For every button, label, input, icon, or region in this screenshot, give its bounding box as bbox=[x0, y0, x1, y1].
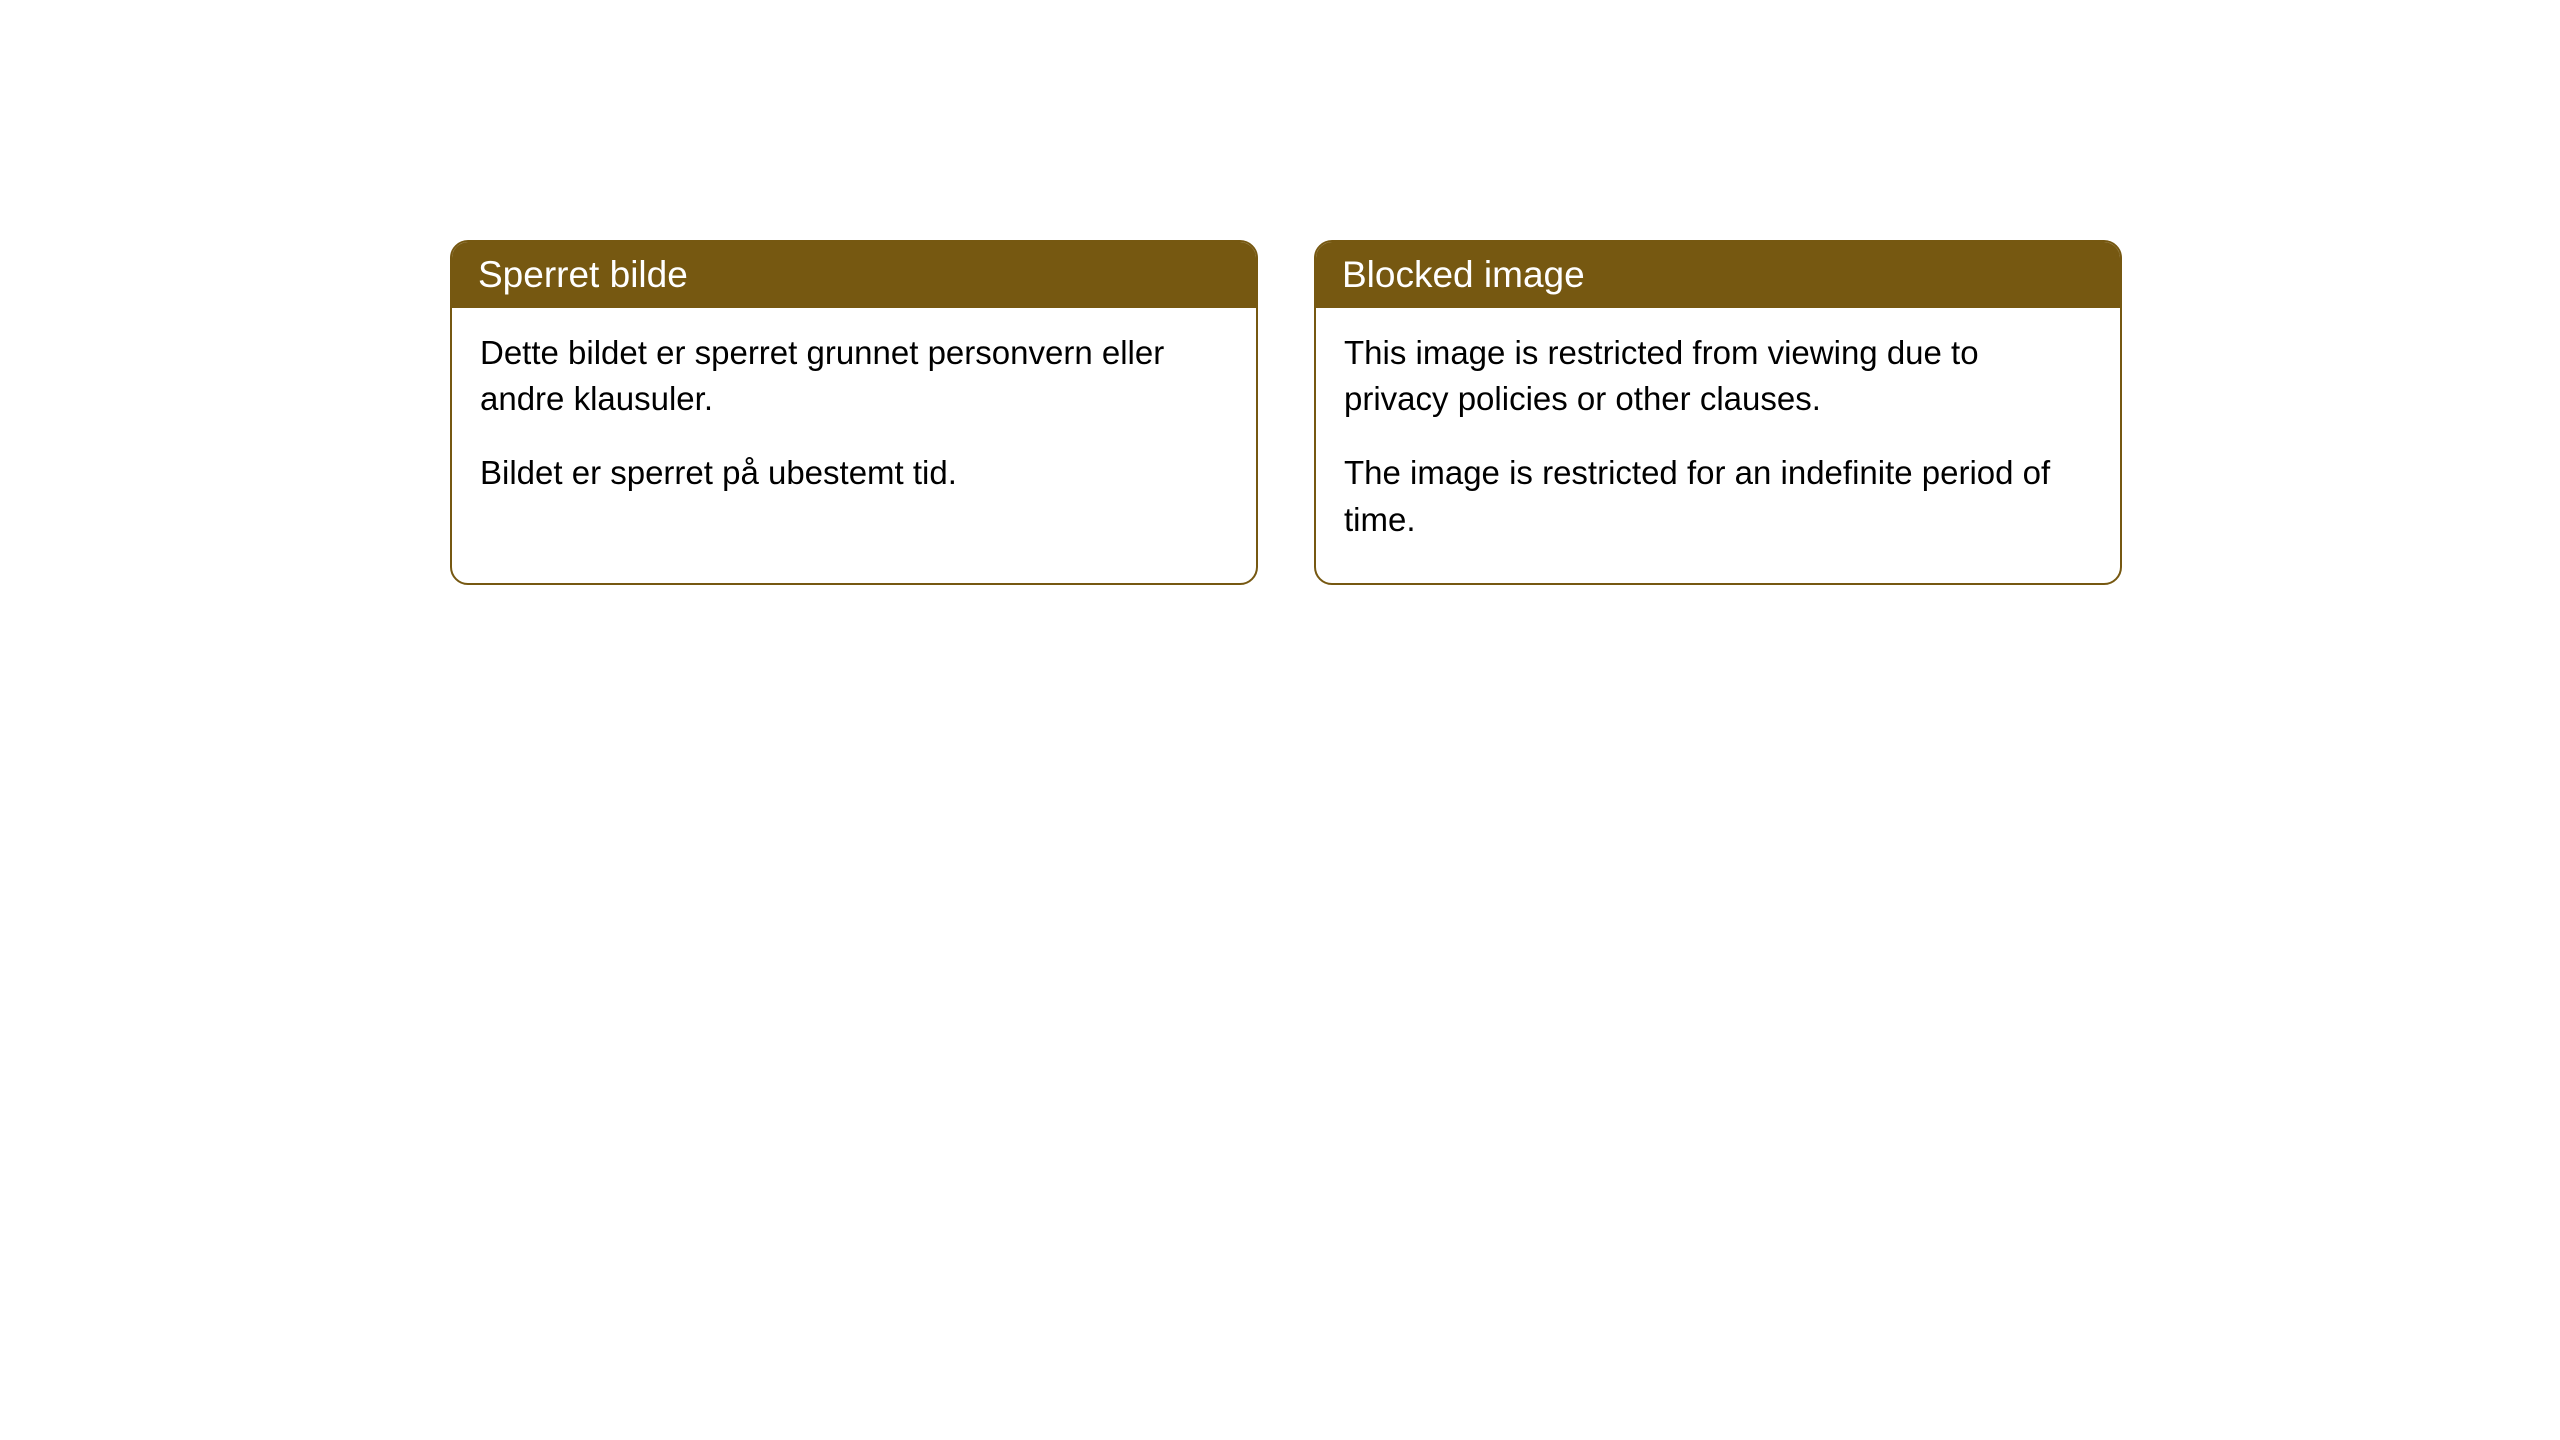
notice-header-norwegian: Sperret bilde bbox=[452, 242, 1256, 308]
notice-header-english: Blocked image bbox=[1316, 242, 2120, 308]
notice-body-english: This image is restricted from viewing du… bbox=[1316, 308, 2120, 583]
notice-paragraph: The image is restricted for an indefinit… bbox=[1344, 450, 2092, 542]
notice-card-english: Blocked image This image is restricted f… bbox=[1314, 240, 2122, 585]
notice-title: Sperret bilde bbox=[478, 254, 688, 295]
notice-title: Blocked image bbox=[1342, 254, 1585, 295]
notice-paragraph: Dette bildet er sperret grunnet personve… bbox=[480, 330, 1228, 422]
notice-body-norwegian: Dette bildet er sperret grunnet personve… bbox=[452, 308, 1256, 537]
notice-card-norwegian: Sperret bilde Dette bildet er sperret gr… bbox=[450, 240, 1258, 585]
notice-cards-container: Sperret bilde Dette bildet er sperret gr… bbox=[450, 240, 2122, 585]
notice-paragraph: This image is restricted from viewing du… bbox=[1344, 330, 2092, 422]
notice-paragraph: Bildet er sperret på ubestemt tid. bbox=[480, 450, 1228, 496]
